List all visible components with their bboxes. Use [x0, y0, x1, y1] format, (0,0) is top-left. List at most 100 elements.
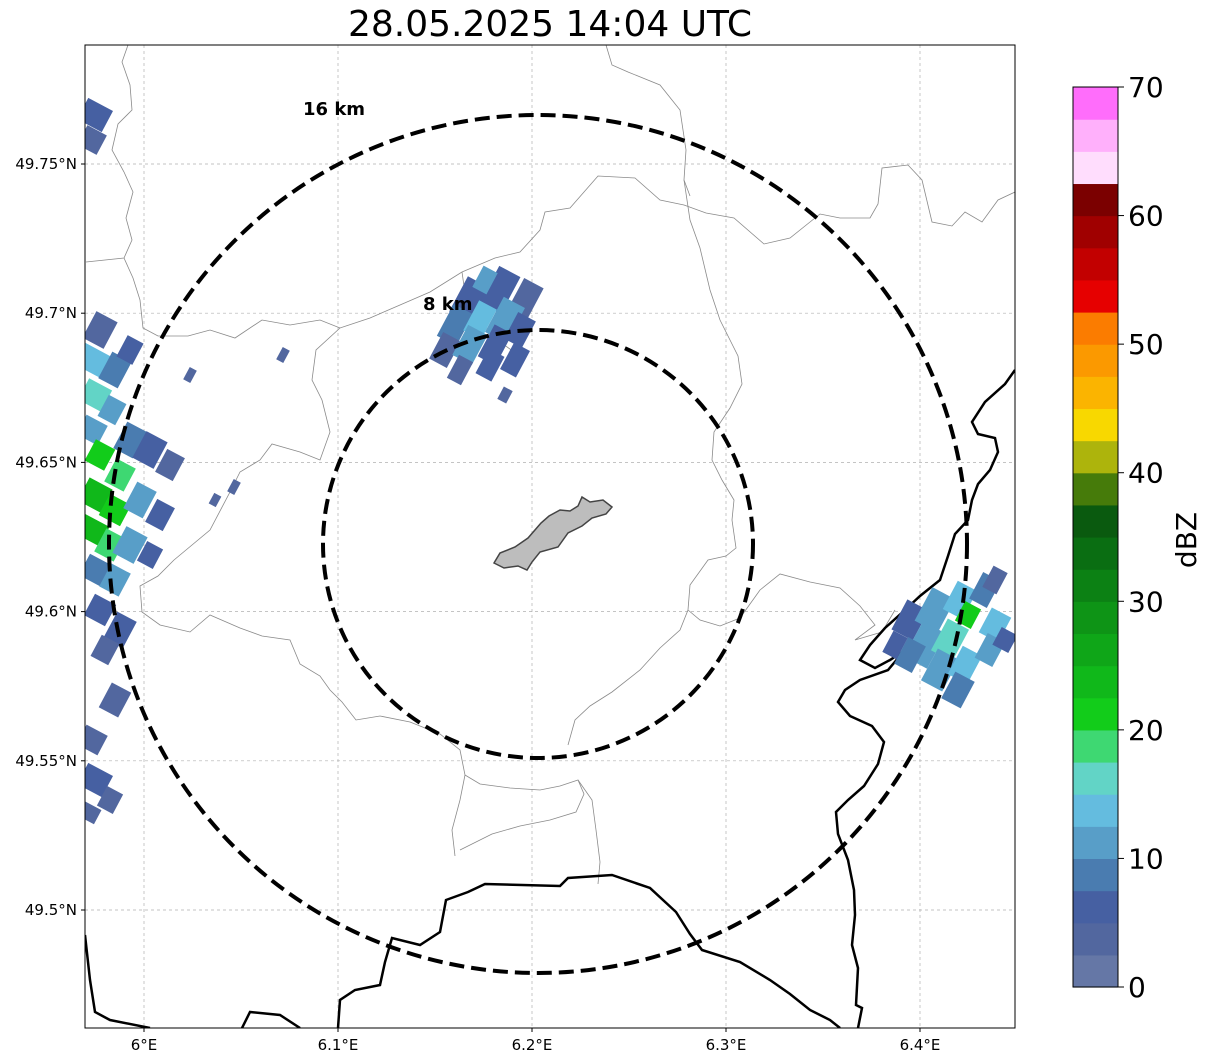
colorbar-segment — [1073, 440, 1118, 474]
x-tick-label: 6.2°E — [512, 1036, 553, 1054]
echo-pixel — [85, 342, 111, 378]
colorbar-segment — [1073, 633, 1118, 667]
echo-pixel — [136, 541, 164, 569]
echo-pixel — [116, 335, 144, 365]
echo-pixel — [85, 97, 113, 133]
echo-pixel — [891, 599, 929, 641]
echo-pixel — [978, 607, 1012, 643]
admin-boundaries — [85, 45, 1015, 885]
colorbar-segment — [1073, 151, 1118, 185]
echo-pixel — [98, 682, 132, 718]
echo-pixel — [894, 637, 926, 673]
echo-pixel — [85, 724, 108, 756]
echo-pixel — [85, 378, 113, 412]
echo-pixel — [85, 553, 112, 587]
colorbar-frame — [1072, 86, 1119, 988]
y-tick-label: 49.6°N — [25, 603, 77, 621]
echo-pixel — [97, 394, 127, 426]
colorbar-tick-label: 0 — [1128, 971, 1146, 1004]
colorbar-segment — [1073, 762, 1118, 795]
echo-pixel — [914, 587, 956, 633]
echo-pixel — [145, 498, 175, 532]
radar-echoes — [85, 97, 1015, 825]
colorbar-segment — [1073, 472, 1118, 506]
y-tick-label: 49.5°N — [25, 901, 77, 919]
x-tick-label: 6.4°E — [900, 1036, 941, 1054]
colorbar-label: dBZ — [1170, 512, 1203, 568]
echo-pixel — [123, 481, 157, 519]
colorbar-segment — [1073, 537, 1118, 570]
colorbar-segment — [1073, 87, 1118, 120]
echo-pixel — [85, 311, 118, 349]
echo-pixel — [227, 478, 241, 496]
range-ring-label-16km: 16 km — [303, 99, 365, 120]
echo-pixel — [475, 348, 505, 382]
echo-pixel — [276, 346, 290, 364]
colorbar-segment — [1073, 729, 1118, 763]
echo-pixel — [96, 786, 124, 814]
echo-pixel — [155, 448, 185, 482]
colorbar-segment — [1073, 247, 1118, 281]
colorbar-tick-label: 40 — [1128, 457, 1164, 490]
city-outline — [492, 495, 614, 571]
colorbar-segment — [1073, 697, 1118, 731]
echo-pixel — [85, 477, 113, 513]
echo-pixel — [479, 265, 521, 315]
echo-pixel — [90, 634, 120, 666]
echo-pixel — [992, 626, 1015, 654]
colorbar-tick-label: 50 — [1128, 328, 1164, 361]
echo-pixel — [208, 492, 222, 508]
colorbar-segment — [1073, 858, 1118, 892]
range-ring-label-8km: 8 km — [423, 294, 473, 315]
colorbar-segment — [1073, 794, 1118, 827]
range-rings — [107, 113, 969, 975]
echo-pixel — [132, 431, 168, 469]
y-tick-label: 49.55°N — [15, 752, 77, 770]
echo-pixel — [112, 526, 148, 564]
echo-pixel — [882, 630, 908, 660]
map-axis-ticks: 6°E 6.1°E 6.2°E 6.3°E 6.4°E 49.75°N 49.7°N 49.6… — [15, 155, 940, 1054]
echo-pixel — [103, 611, 137, 649]
colorbar-segment — [1073, 954, 1118, 988]
echo-pixel — [85, 439, 116, 471]
colorbar-segment — [1073, 504, 1118, 538]
colorbar-segment — [1073, 408, 1118, 442]
colorbar-segment — [1073, 119, 1118, 152]
echo-pixel — [941, 671, 975, 709]
colorbar-segment — [1073, 279, 1118, 313]
colorbar-segment — [1073, 344, 1118, 377]
colorbar-segment — [1073, 215, 1118, 249]
colorbar-segment — [1073, 376, 1118, 410]
echo-pixel — [98, 493, 132, 527]
x-tick-label: 6°E — [131, 1036, 158, 1054]
echo-pixel — [500, 342, 530, 378]
colorbar-tick-label: 20 — [1128, 714, 1164, 747]
colorbar-segment — [1073, 890, 1118, 924]
y-tick-label: 49.7°N — [25, 304, 77, 322]
colorbar: 0 10 20 30 40 50 60 70 — [1072, 71, 1164, 1004]
range-ring-16km — [107, 113, 969, 975]
colorbar-tick-label: 30 — [1128, 585, 1164, 618]
map-panel[interactable]: 8 km 16 km — [73, 44, 1018, 1029]
map-title: 28.05.2025 14:04 UTC — [347, 4, 753, 45]
echo-pixel — [452, 324, 488, 366]
echo-pixel — [85, 513, 110, 547]
echo-pixel — [85, 799, 102, 825]
colorbar-tick-label: 60 — [1128, 200, 1164, 233]
echo-pixel — [85, 414, 108, 446]
echo-pixel — [982, 565, 1008, 595]
echo-pixel — [183, 366, 197, 384]
colorbar-segment — [1073, 826, 1118, 860]
echo-pixel — [99, 563, 131, 597]
echo-pixel — [85, 125, 107, 155]
echo-pixel — [472, 265, 498, 295]
y-tick-label: 49.75°N — [15, 155, 77, 173]
x-tick-label: 6.3°E — [706, 1036, 747, 1054]
colorbar-segment — [1073, 183, 1118, 217]
echo-pixel — [497, 386, 513, 404]
echo-pixel — [85, 762, 113, 798]
colorbar-segment — [1073, 665, 1118, 699]
map-frame — [84, 44, 1016, 1029]
colorbar-segment — [1073, 569, 1118, 602]
